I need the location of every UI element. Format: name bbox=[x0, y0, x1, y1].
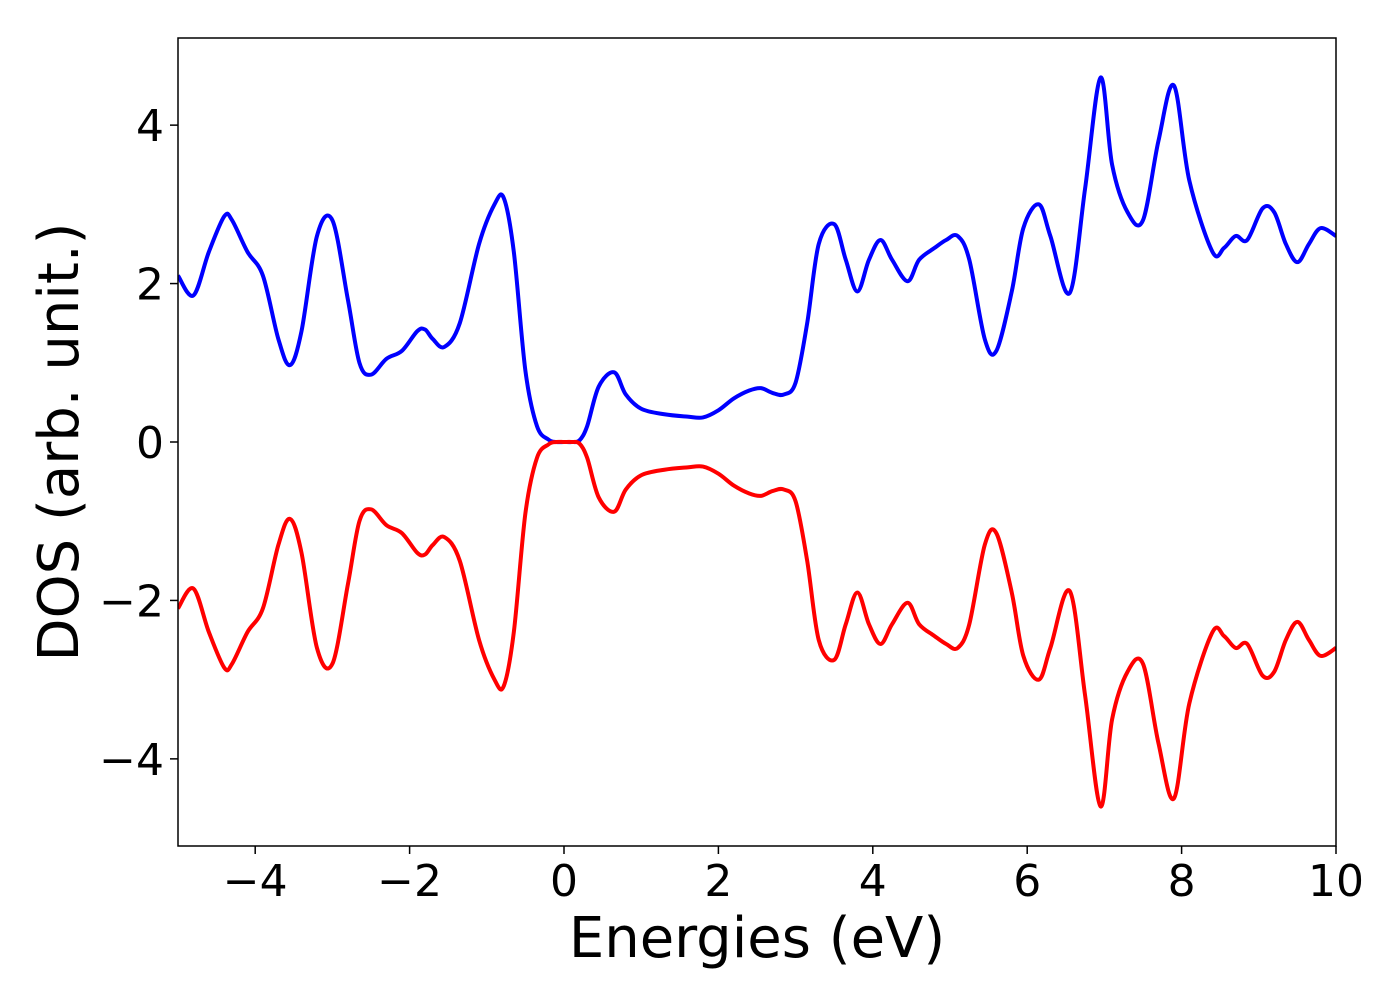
y-axis-label: DOS (arb. unit.) bbox=[27, 222, 92, 661]
y-tick-label: 2 bbox=[136, 260, 164, 311]
y-tick-label: −2 bbox=[99, 576, 164, 627]
x-axis-label: Energies (eV) bbox=[569, 906, 945, 971]
x-tick-label: −2 bbox=[377, 856, 442, 907]
series-line-up bbox=[178, 75, 1336, 445]
x-tick-label: 10 bbox=[1308, 856, 1364, 907]
y-tick-label: 0 bbox=[136, 418, 164, 469]
y-tick-label: 4 bbox=[136, 101, 164, 152]
series-layer bbox=[178, 75, 1336, 809]
x-tick-label: 8 bbox=[1168, 856, 1196, 907]
y-tick-label: −4 bbox=[99, 735, 164, 786]
x-tick-label: 4 bbox=[859, 856, 887, 907]
x-tick-label: 0 bbox=[550, 856, 578, 907]
x-tick-label: 6 bbox=[1013, 856, 1041, 907]
x-tick-label: 2 bbox=[704, 856, 732, 907]
series-line-down bbox=[178, 439, 1336, 809]
x-axis: −4 −2 0 2 4 6 8 10 bbox=[223, 846, 1364, 907]
y-axis: −4 −2 0 2 4 bbox=[99, 101, 178, 786]
x-tick-label: −4 bbox=[223, 856, 288, 907]
